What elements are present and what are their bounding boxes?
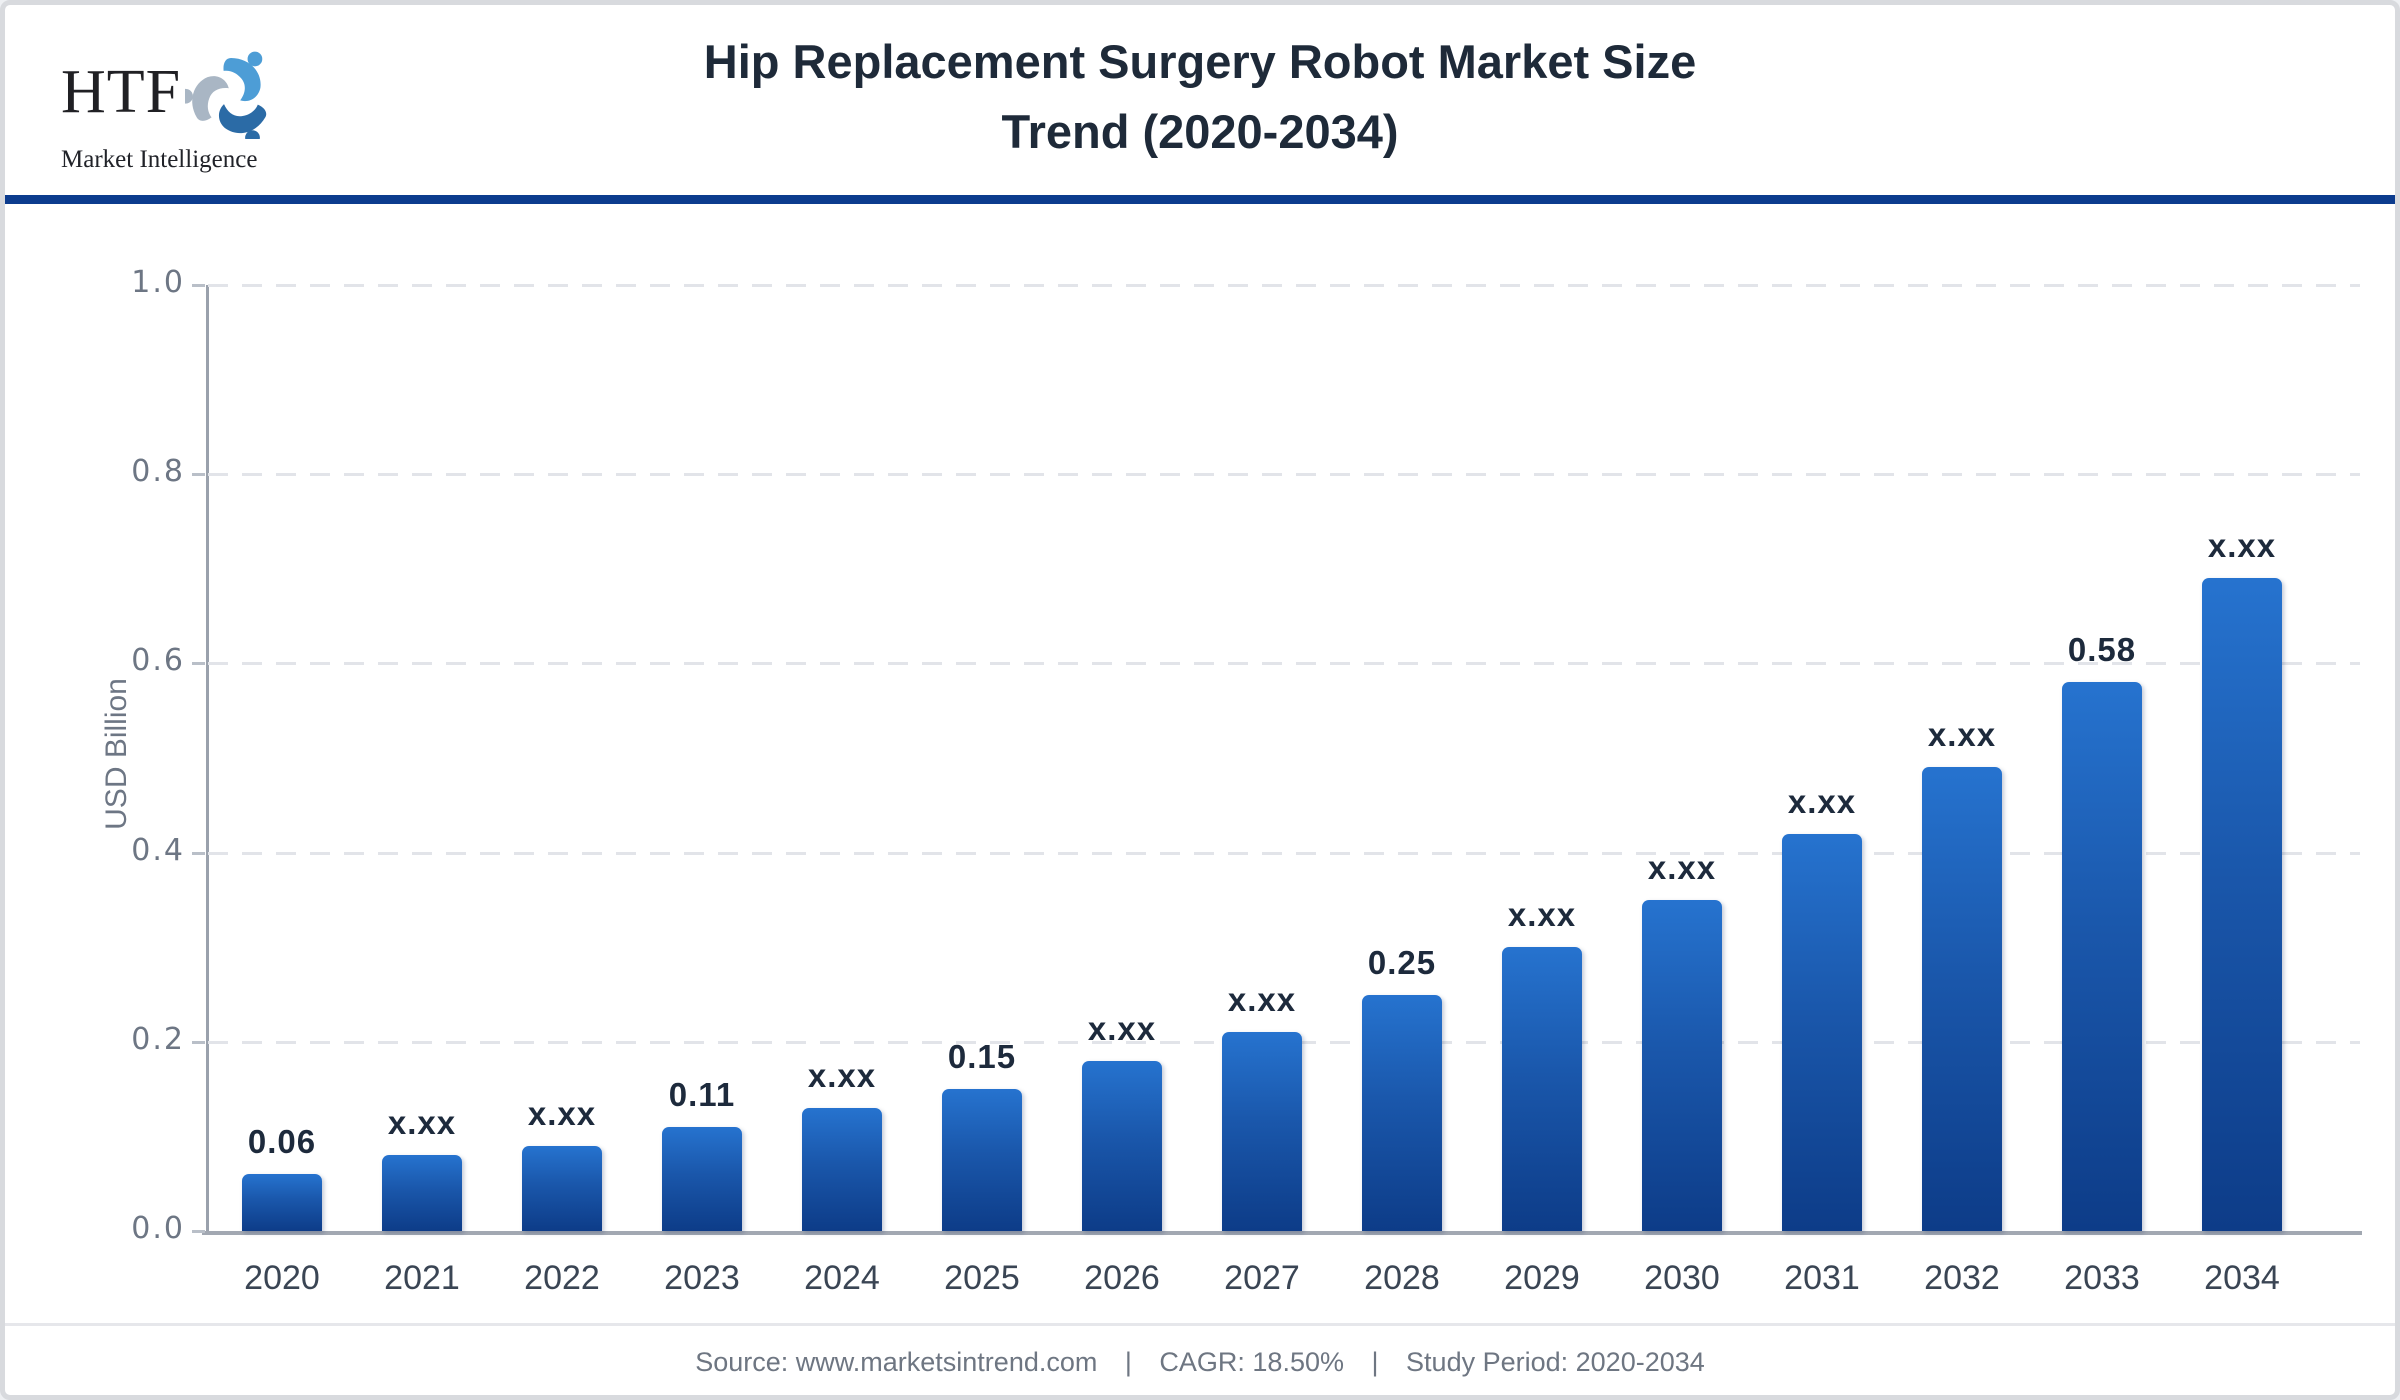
y-axis-tick-label: 0.8 (131, 454, 185, 490)
bar (662, 1126, 742, 1231)
bar-value-label: x.xx (1647, 848, 1717, 886)
x-axis-tick-label: 2027 (1224, 1259, 1300, 1297)
y-axis-tick (192, 662, 205, 666)
y-axis-tick-label: 0.2 (131, 1021, 185, 1057)
x-axis-tick-label: 2029 (1504, 1259, 1580, 1297)
x-axis-tick-label: 2023 (664, 1259, 740, 1297)
htf-logo: HTF Market Inte (61, 47, 291, 174)
bar (1082, 1060, 1162, 1231)
y-axis-tick-label: 0.0 (131, 1211, 185, 1246)
y-axis-tick (192, 284, 205, 287)
bar (1222, 1032, 1302, 1231)
x-axis-tick-label: 2026 (1084, 1259, 1160, 1297)
x-axis-tick-label: 2022 (524, 1259, 600, 1297)
bar (1642, 899, 1722, 1231)
footer-separator (5, 1323, 2395, 1326)
x-axis-tick-label: 2020 (244, 1259, 320, 1297)
logo-subtext: Market Intelligence (61, 146, 258, 173)
footer-pipe: | (1371, 1347, 1379, 1377)
footer-study-period: Study Period: 2020-2034 (1406, 1347, 1705, 1377)
bar (1922, 767, 2002, 1231)
bar (2062, 682, 2142, 1231)
bar (1362, 994, 1442, 1231)
x-axis-tick-label: 2028 (1364, 1259, 1440, 1297)
footer-cagr: CAGR: 18.50% (1159, 1347, 1344, 1377)
bar-value-label: x.xx (387, 1104, 457, 1142)
x-axis-tick-label: 2030 (1644, 1259, 1720, 1297)
header-divider (5, 195, 2395, 204)
x-axis-tick-label: 2025 (944, 1259, 1020, 1297)
bar (942, 1089, 1022, 1231)
bar (2202, 578, 2282, 1231)
bar (1782, 833, 1862, 1231)
chart-title-line2: Trend (2020-2034) (1001, 105, 1399, 158)
x-axis-tick-label: 2033 (2064, 1259, 2140, 1297)
y-axis-tick (192, 851, 205, 855)
gridline (208, 851, 2360, 855)
footer-pipe: | (1124, 1347, 1132, 1377)
x-axis-tick-label: 2024 (804, 1259, 880, 1297)
bar (522, 1145, 602, 1231)
bar-value-label: x.xx (1927, 716, 1997, 754)
footer-source: Source: www.marketsintrend.com (695, 1347, 1098, 1377)
bar-value-label: x.xx (1087, 1009, 1157, 1047)
y-axis-line (206, 285, 209, 1231)
x-axis-tick-label: 2034 (2204, 1259, 2280, 1297)
gridline (208, 284, 2360, 287)
bar-value-label: 0.25 (1367, 943, 1437, 981)
x-axis-tick-label: 2031 (1784, 1259, 1860, 1297)
bar (1502, 947, 1582, 1231)
logo-text: HTF (61, 58, 182, 126)
footer-text: Source: www.marketsintrend.com | CAGR: 1… (5, 1347, 2395, 1378)
bar-chart-plot-area: USD Billion 1.0 0.8 0.6 0.4 0.2 0.0 0.06 2020 x.… (5, 5, 2395, 1395)
x-axis-tick-label: 2032 (1924, 1259, 2000, 1297)
y-axis-tick-label: 0.6 (131, 643, 185, 679)
bar (382, 1155, 462, 1231)
bar-value-label: 0.11 (668, 1075, 736, 1113)
gridline (208, 473, 2360, 477)
y-axis-tick (192, 1040, 205, 1044)
y-axis-tick (192, 1230, 205, 1233)
bar-value-label: x.xx (1227, 981, 1297, 1019)
bar-value-label: x.xx (807, 1057, 877, 1095)
bar-value-label: x.xx (2207, 527, 2277, 565)
chart-title: Hip Replacement Surgery Robot Market Siz… (305, 27, 2095, 167)
y-axis-tick-label: 1.0 (131, 265, 185, 300)
y-axis-tick (192, 473, 205, 477)
bar (802, 1108, 882, 1231)
chart-title-line1: Hip Replacement Surgery Robot Market Siz… (703, 35, 1697, 88)
bar-value-label: x.xx (527, 1094, 597, 1132)
bar-value-label: x.xx (1787, 782, 1857, 820)
bar-value-label: 0.15 (947, 1038, 1017, 1076)
bar-value-label: x.xx (1507, 896, 1577, 934)
y-axis-tick-label: 0.4 (131, 832, 185, 868)
bar-value-label: 0.06 (247, 1123, 317, 1161)
bar (242, 1174, 322, 1231)
x-axis-tick-label: 2021 (384, 1259, 460, 1297)
gridline (208, 662, 2360, 666)
x-axis-baseline (202, 1231, 2362, 1235)
bar-value-label: 0.58 (2067, 631, 2137, 669)
